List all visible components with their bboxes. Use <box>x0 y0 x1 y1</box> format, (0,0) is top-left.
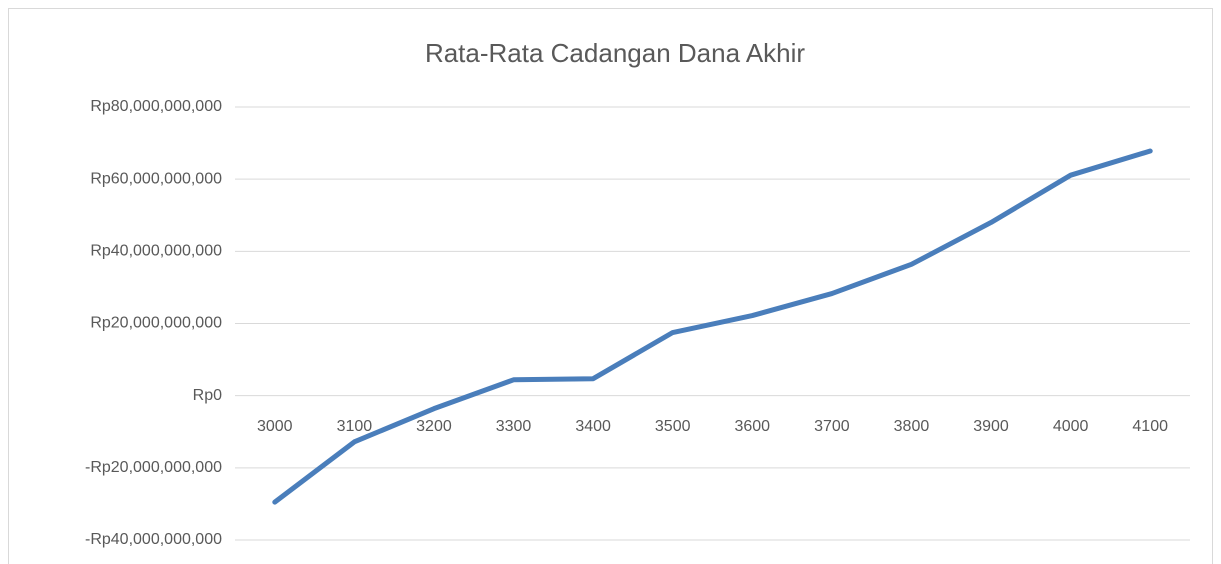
x-tick-label: 3500 <box>655 418 691 435</box>
x-tick-label: 3800 <box>894 418 930 435</box>
x-tick-label: 3400 <box>575 418 611 435</box>
chart-frame <box>8 8 1213 564</box>
x-tick-label: 3600 <box>734 418 770 435</box>
y-tick-label: Rp0 <box>193 387 222 404</box>
y-tick-label: -Rp40,000,000,000 <box>85 531 222 548</box>
y-tick-label: Rp60,000,000,000 <box>90 170 222 187</box>
line-series <box>272 148 1153 505</box>
x-tick-label: 4100 <box>1132 418 1168 435</box>
x-tick-label: 3200 <box>416 418 452 435</box>
x-tick-label: 3100 <box>337 418 373 435</box>
x-tick-label: 4000 <box>1053 418 1089 435</box>
y-tick-label: Rp40,000,000,000 <box>90 243 222 260</box>
chart-title: Rata-Rata Cadangan Dana Akhir <box>425 38 805 68</box>
y-tick-label: Rp20,000,000,000 <box>90 315 222 332</box>
x-tick-label: 3300 <box>496 418 532 435</box>
x-tick-label: 3900 <box>973 418 1009 435</box>
y-tick-label: -Rp20,000,000,000 <box>85 459 222 476</box>
x-tick-label: 3000 <box>257 418 293 435</box>
y-tick-label: Rp80,000,000,000 <box>90 98 222 115</box>
x-tick-label: 3700 <box>814 418 850 435</box>
